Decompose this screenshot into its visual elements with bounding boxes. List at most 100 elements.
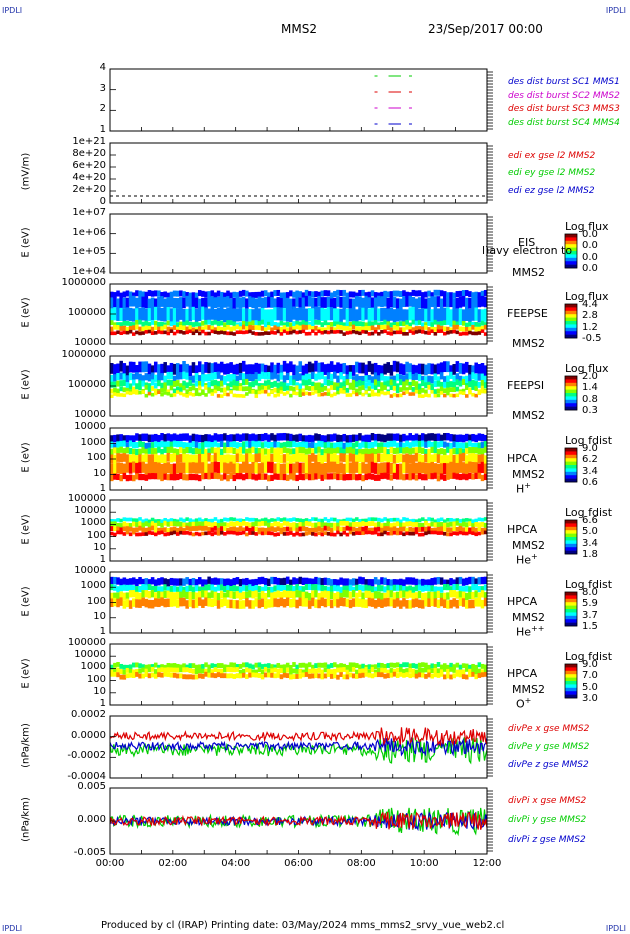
spectrogram-cell — [235, 324, 240, 330]
spectrogram-cell — [461, 462, 466, 474]
spectrogram-cell — [461, 363, 466, 375]
spectrogram-cell — [389, 474, 394, 481]
spectrogram-cell — [223, 308, 227, 323]
spectrogram-cell — [141, 296, 145, 308]
spectrogram-cell — [216, 578, 221, 586]
spectrogram-cell — [175, 326, 180, 332]
spectrogram-cell — [191, 385, 196, 391]
spectrogram-cell — [251, 389, 255, 394]
spectrogram-cell — [443, 388, 447, 394]
spectrogram-cell — [395, 579, 400, 587]
spectrogram-cell — [110, 531, 114, 536]
spectrogram-cell — [402, 309, 406, 323]
spectrogram-cell — [194, 380, 199, 387]
spectrogram-cell — [355, 584, 359, 591]
spectrogram-cell — [370, 598, 375, 607]
y-tick-label: 1e+21 — [72, 136, 106, 147]
spectrogram-cell — [210, 598, 215, 608]
spectrogram-cell — [276, 388, 281, 394]
spectrogram-cell — [421, 380, 425, 387]
spectrogram-cell — [223, 442, 227, 449]
colorbar-segment — [565, 244, 577, 248]
spectrogram-cell — [263, 592, 268, 601]
spectrogram-cell — [241, 320, 246, 326]
spectrogram-cell — [276, 322, 281, 328]
spectrogram-cell — [329, 381, 334, 388]
spectrogram-cell — [386, 362, 391, 373]
spectrogram-cell — [458, 523, 463, 529]
spectrogram-cell — [113, 532, 117, 537]
spectrogram-cell — [329, 585, 334, 592]
spectrogram-cell — [116, 598, 120, 608]
spectrogram-cell — [468, 390, 472, 395]
spectrogram-cell — [361, 441, 365, 448]
spectrogram-cell — [289, 590, 293, 599]
spectrogram-cell — [295, 518, 299, 522]
spectrogram-cell — [370, 376, 375, 384]
spectrogram-cell — [201, 374, 205, 382]
spectrogram-cell — [421, 394, 425, 398]
spectrogram-cell — [241, 584, 246, 591]
spectrogram-cell — [116, 363, 120, 375]
spectrogram-cell — [179, 462, 183, 474]
spectrogram-cell — [188, 308, 193, 322]
spectrogram-cell — [263, 322, 268, 328]
spectrogram-cell — [449, 381, 453, 388]
spectrogram-cell — [131, 295, 136, 307]
spectrogram-cell — [210, 329, 215, 334]
spectrogram-cell — [380, 365, 384, 377]
spectrogram-cell — [232, 379, 237, 386]
spectrogram-cell — [197, 462, 202, 474]
spectrogram-cell — [157, 667, 161, 673]
spectrogram-cell — [131, 518, 136, 522]
spectrogram-cell — [144, 672, 149, 677]
spectrogram-cell — [213, 663, 218, 669]
spectrogram-cell — [223, 433, 227, 441]
spectrogram-cell — [307, 295, 312, 307]
spectrogram-cell — [471, 576, 475, 585]
colorbar-segment — [565, 393, 577, 397]
y-tick-label: 100000 — [67, 307, 106, 318]
spectrogram-cell — [417, 297, 422, 308]
spectrogram-cell — [364, 292, 369, 299]
spectrogram-cell — [166, 586, 171, 593]
spectrogram-cell — [157, 672, 161, 678]
spectrogram-cell — [361, 326, 365, 332]
y-tick-label: 1e+04 — [72, 266, 106, 277]
spectrogram-cell — [238, 586, 243, 593]
spectrogram-cell — [351, 662, 356, 668]
panel-frame — [109, 142, 488, 204]
spectrogram-cell — [119, 446, 123, 453]
species-charge: + — [531, 551, 538, 561]
spectrogram-cell — [257, 440, 262, 448]
colorbar-segment — [565, 533, 577, 538]
spectrogram-cell — [427, 433, 431, 441]
spectrogram-cell — [119, 530, 123, 535]
spectrogram-cell — [383, 295, 387, 307]
spectrogram-cell — [245, 308, 249, 322]
spectrogram-cell — [411, 592, 416, 601]
spectrogram-cell — [342, 448, 347, 456]
spectrogram-cell — [279, 332, 284, 336]
spectrogram-cell — [468, 440, 472, 447]
spectrogram-cell — [254, 521, 259, 527]
spectrogram-cell — [414, 308, 419, 322]
spectrogram-cell — [421, 308, 425, 322]
spectrogram-cell — [282, 532, 287, 536]
spectrogram-cell — [323, 531, 328, 535]
spectrogram-cell — [314, 306, 318, 320]
spectrogram-cell — [339, 308, 343, 322]
spectrogram-cell — [311, 664, 315, 670]
spectrogram-cell — [163, 446, 167, 453]
spectrogram-cell — [141, 584, 145, 591]
spectrogram-cell — [439, 526, 444, 532]
spectrogram-cell — [446, 463, 450, 475]
spectrogram-cell — [436, 662, 441, 667]
spectrogram-cell — [380, 592, 384, 601]
spectrogram-cell — [128, 325, 133, 331]
spectrogram-cell — [446, 473, 450, 480]
spectrogram-cell — [364, 330, 369, 334]
spectrogram-cell — [285, 297, 290, 309]
spectrogram-cell — [185, 308, 189, 323]
spectrogram-cell — [223, 454, 227, 464]
